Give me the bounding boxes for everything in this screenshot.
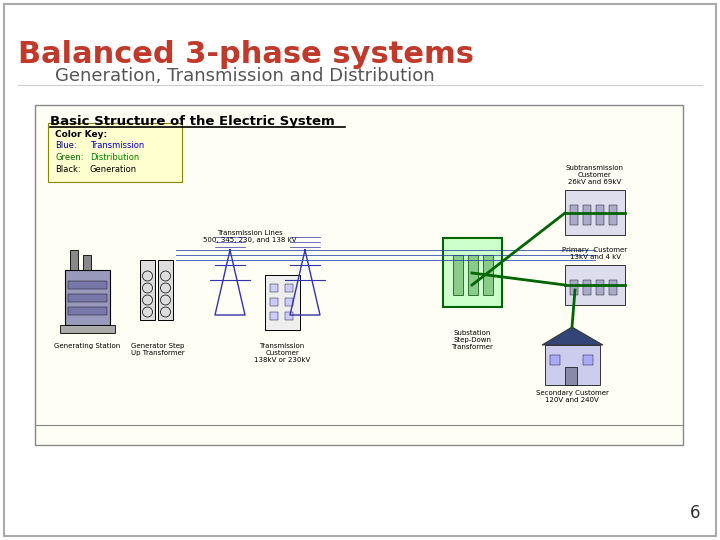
- Bar: [68, 281, 107, 289]
- Bar: [65, 270, 110, 325]
- Text: Generation, Transmission and Distribution: Generation, Transmission and Distributio…: [55, 67, 435, 85]
- Bar: [570, 280, 578, 295]
- Bar: [68, 307, 107, 315]
- Bar: [609, 280, 617, 295]
- Text: Balanced 3-phase systems: Balanced 3-phase systems: [18, 40, 474, 69]
- Text: Generator Step
Up Transformer: Generator Step Up Transformer: [131, 343, 185, 356]
- Bar: [468, 255, 478, 295]
- Bar: [583, 205, 591, 225]
- Text: Transmission: Transmission: [90, 141, 144, 150]
- Bar: [583, 355, 593, 365]
- Bar: [583, 280, 591, 295]
- Text: Generating Station: Generating Station: [54, 343, 120, 349]
- Bar: [83, 255, 91, 270]
- Bar: [68, 294, 107, 302]
- Bar: [285, 298, 293, 306]
- Bar: [596, 280, 604, 295]
- Bar: [545, 345, 600, 385]
- Bar: [60, 325, 115, 333]
- FancyBboxPatch shape: [35, 105, 683, 445]
- Bar: [565, 367, 577, 385]
- Text: Black:: Black:: [55, 165, 81, 174]
- Text: Blue:: Blue:: [55, 141, 76, 150]
- Bar: [270, 298, 278, 306]
- Bar: [483, 255, 493, 295]
- Text: Basic Structure of the Electric System: Basic Structure of the Electric System: [50, 115, 335, 128]
- Bar: [285, 284, 293, 292]
- Text: Primary  Customer
13kV and 4 kV: Primary Customer 13kV and 4 kV: [562, 247, 628, 260]
- FancyBboxPatch shape: [48, 123, 182, 182]
- Text: Transmission
Customer
138kV or 230kV: Transmission Customer 138kV or 230kV: [254, 343, 310, 363]
- Bar: [453, 255, 463, 295]
- Text: Color Key:: Color Key:: [55, 130, 107, 139]
- Text: Distribution: Distribution: [90, 153, 139, 162]
- Bar: [565, 265, 625, 305]
- Bar: [70, 250, 78, 270]
- Text: Subtransmission
Customer
26kV and 69kV: Subtransmission Customer 26kV and 69kV: [566, 165, 624, 185]
- Bar: [158, 260, 173, 320]
- Text: Secondary Customer
120V and 240V: Secondary Customer 120V and 240V: [536, 390, 608, 403]
- Bar: [270, 284, 278, 292]
- Bar: [270, 312, 278, 320]
- Text: Generation: Generation: [90, 165, 137, 174]
- Polygon shape: [542, 327, 603, 345]
- Text: Transmission Lines
500, 345, 230, and 138 kV: Transmission Lines 500, 345, 230, and 13…: [203, 230, 297, 243]
- Text: Substation
Step-Down
Transformer: Substation Step-Down Transformer: [451, 330, 493, 350]
- Bar: [609, 205, 617, 225]
- Bar: [140, 260, 155, 320]
- Text: 6: 6: [690, 504, 700, 522]
- Bar: [285, 312, 293, 320]
- Bar: [565, 190, 625, 235]
- FancyBboxPatch shape: [443, 238, 502, 307]
- Bar: [265, 275, 300, 330]
- Bar: [596, 205, 604, 225]
- Text: Green:: Green:: [55, 153, 84, 162]
- Bar: [570, 205, 578, 225]
- Bar: [550, 355, 560, 365]
